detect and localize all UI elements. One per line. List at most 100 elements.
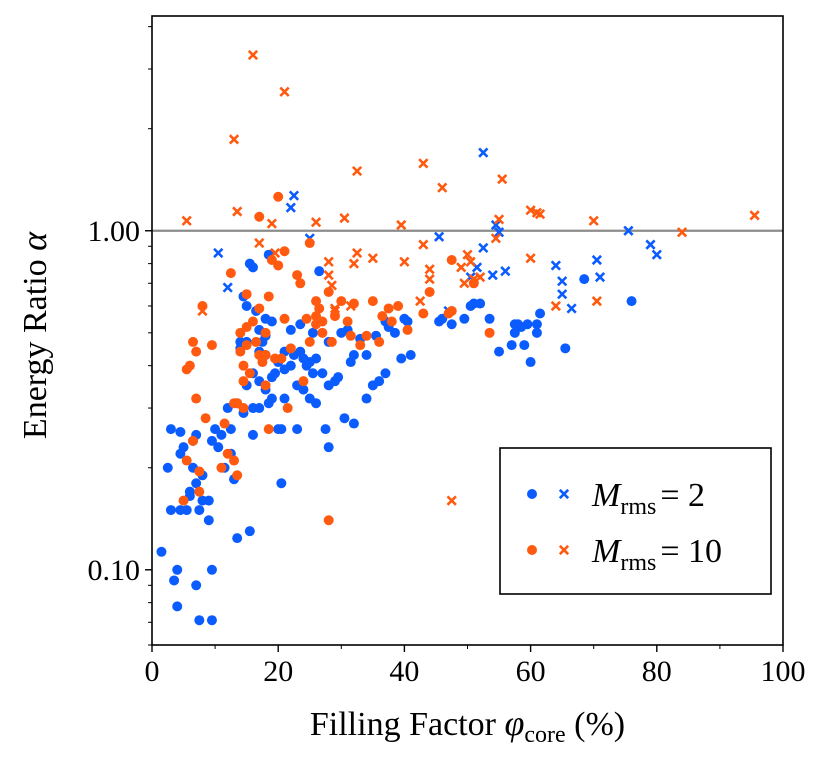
data-point-circle	[345, 330, 356, 341]
data-point-x	[456, 262, 467, 273]
data-point-circle	[389, 327, 400, 338]
data-point-x	[222, 282, 233, 293]
data-point-circle	[317, 327, 328, 338]
data-point-x	[279, 86, 290, 97]
x-axis-title-sub: core	[524, 722, 565, 748]
data-point-circle	[194, 615, 205, 626]
data-point-circle	[522, 319, 533, 330]
data-point-x	[254, 237, 265, 249]
data-point-circle	[307, 368, 318, 379]
data-point-circle	[446, 254, 457, 265]
data-point-circle	[367, 296, 378, 307]
data-point-circle	[348, 418, 359, 429]
data-point-x	[213, 247, 224, 259]
data-point-circle	[475, 298, 486, 309]
data-point-x	[329, 303, 341, 314]
data-point-circle	[361, 350, 372, 361]
data-point-circle	[184, 360, 195, 371]
data-point-circle	[263, 424, 274, 435]
data-points	[156, 49, 760, 626]
data-point-x	[534, 208, 546, 220]
legend-circle-marker	[527, 489, 537, 499]
data-point-circle	[191, 580, 202, 591]
x-axis-title-tail: (%)	[566, 706, 625, 743]
data-point-circle	[279, 313, 290, 324]
data-point-circle	[304, 336, 315, 347]
data-point-x	[418, 158, 429, 169]
data-point-circle	[247, 316, 258, 327]
data-point-x	[418, 239, 429, 250]
data-point-circle	[323, 515, 334, 526]
data-point-circle	[191, 393, 202, 404]
data-point-circle	[361, 330, 372, 341]
data-point-x	[288, 190, 300, 201]
data-point-circle	[266, 393, 277, 404]
data-point-circle	[396, 353, 407, 364]
data-point-x	[326, 280, 337, 291]
data-point-x	[749, 210, 760, 221]
data-point-circle	[216, 429, 227, 440]
data-point-x	[459, 278, 470, 289]
data-point-circle	[386, 316, 397, 327]
data-point-circle	[298, 384, 309, 395]
data-point-circle	[241, 289, 252, 300]
data-point-circle	[206, 340, 217, 351]
data-point-x	[676, 227, 688, 238]
data-point-x	[588, 215, 599, 226]
data-point-circle	[263, 291, 274, 302]
data-point-x	[475, 271, 486, 283]
data-point-circle	[225, 268, 236, 279]
data-point-x	[232, 206, 243, 217]
data-point-circle	[446, 305, 457, 316]
legend-math-value: = 10	[660, 533, 722, 570]
data-point-circle	[165, 505, 176, 516]
data-point-x	[424, 264, 435, 275]
data-point-circle	[298, 376, 309, 387]
series-blue-circle	[156, 249, 637, 626]
data-point-circle	[377, 311, 388, 322]
data-point-circle	[380, 368, 391, 379]
data-point-circle	[311, 398, 322, 409]
data-point-circle	[339, 413, 350, 424]
y-axis-title-symbol: α	[14, 231, 54, 251]
legend-box	[499, 447, 772, 595]
data-point-circle	[181, 455, 192, 466]
y-tick-label: 1.00	[88, 215, 141, 248]
data-point-circle	[203, 495, 214, 506]
data-point-circle	[238, 376, 249, 387]
data-point-circle	[307, 327, 318, 338]
data-point-x	[351, 165, 363, 177]
data-point-x	[323, 269, 334, 281]
x-tick-label: 60	[516, 655, 546, 688]
data-point-x	[345, 300, 356, 312]
data-point-circle	[169, 575, 180, 586]
data-point-circle	[304, 238, 315, 249]
data-point-circle	[333, 372, 344, 383]
legend-math-sub: rms	[620, 550, 656, 576]
data-point-x	[266, 218, 278, 229]
data-point-circle	[531, 327, 542, 338]
data-point-circle	[172, 564, 183, 575]
data-point-circle	[292, 424, 303, 435]
legend-entry-mrms-2: Mrms = 2	[527, 477, 705, 520]
data-point-circle	[355, 340, 366, 351]
data-point-circle	[260, 350, 271, 361]
data-point-circle	[241, 340, 252, 351]
data-point-circle	[175, 426, 186, 437]
data-point-circle	[285, 324, 296, 335]
data-point-x	[497, 174, 508, 185]
data-point-circle	[405, 350, 416, 361]
data-point-x	[367, 253, 378, 264]
data-point-x	[339, 212, 350, 224]
data-point-circle	[323, 286, 334, 297]
data-point-circle	[342, 316, 353, 327]
data-point-circle	[266, 316, 277, 327]
legend-markers	[527, 544, 570, 556]
legend-math-prefix: M	[591, 533, 622, 570]
data-point-circle	[156, 546, 167, 557]
data-point-x	[487, 269, 498, 281]
data-point-circle	[292, 270, 303, 281]
series-orange-x	[181, 49, 760, 506]
data-point-circle	[446, 319, 457, 330]
data-point-circle	[295, 278, 306, 289]
